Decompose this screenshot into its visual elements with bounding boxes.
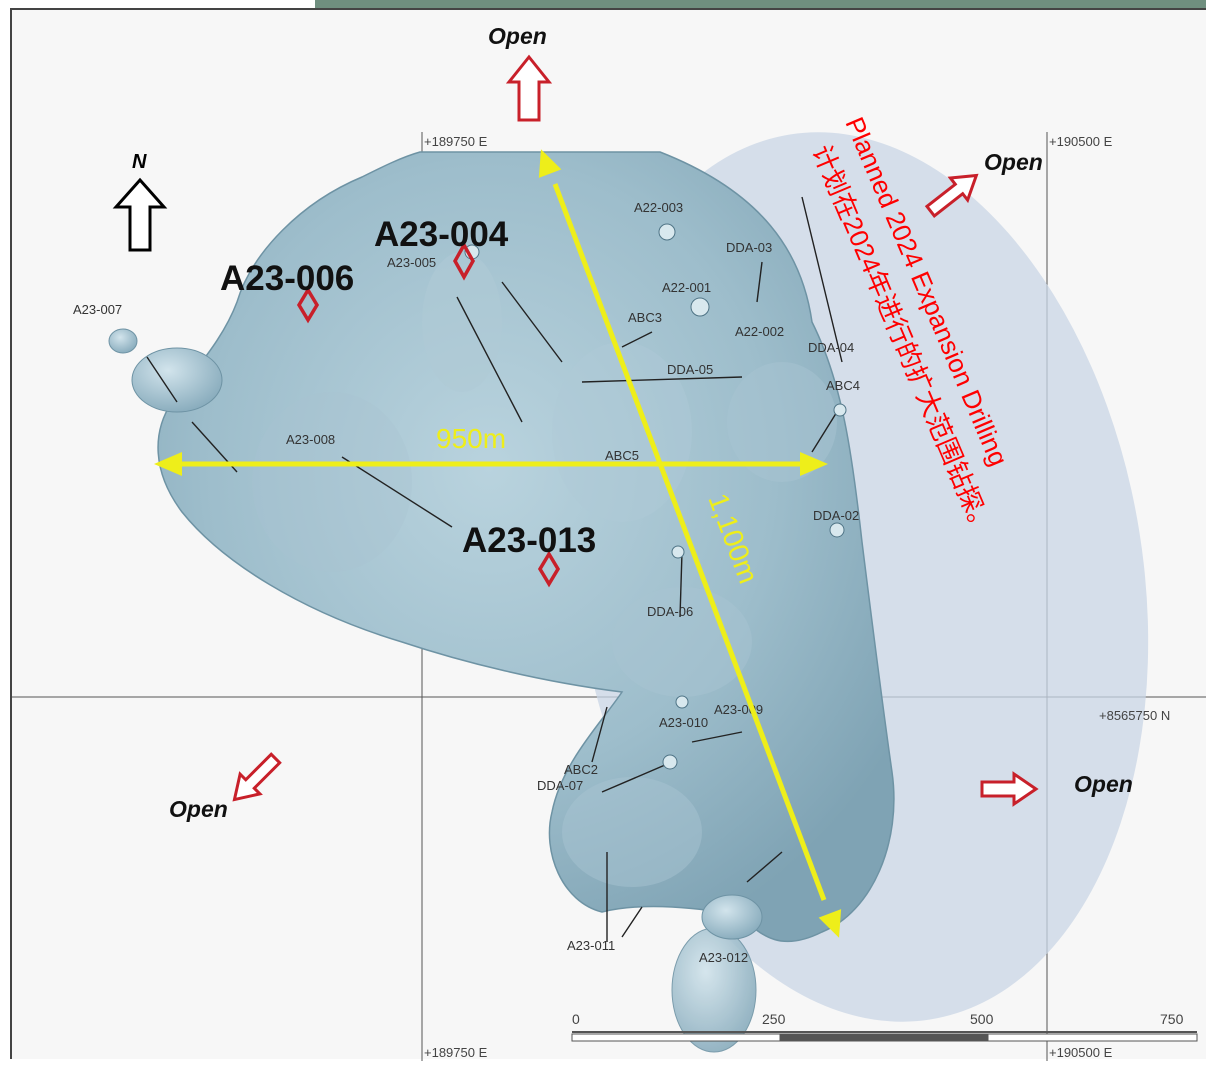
- hole-label-abc4: ABC4: [826, 378, 860, 393]
- open-label-right-top: Open: [984, 149, 1043, 175]
- width-arrowhead-left-icon: [154, 452, 182, 476]
- hole-label-a23-010: A23-010: [659, 715, 708, 730]
- diamond-a23-004-icon: [452, 241, 476, 281]
- hole-label-a22-001: A22-001: [662, 280, 711, 295]
- open-label-bottom-left: Open: [169, 796, 228, 822]
- diamond-a23-013-icon: [537, 550, 561, 588]
- hole-label-abc2: ABC2: [564, 762, 598, 777]
- label-a23-006: A23-006: [220, 259, 354, 298]
- map-svg: A23-007 A23-008 A23-005 A22-003 DDA-03 A…: [12, 23, 1206, 1061]
- coord-label-e-west-top: +189750 E: [424, 134, 488, 149]
- hole-label-dda-03: DDA-03: [726, 240, 772, 255]
- scale-label-500: 500: [970, 1011, 994, 1027]
- width-measure-label: 950m: [436, 423, 506, 454]
- label-a23-013: A23-013: [462, 521, 596, 560]
- label-a23-004: A23-004: [374, 215, 509, 254]
- scale-label-0: 0: [572, 1011, 580, 1027]
- open-arrow-bottom-left-icon: [232, 752, 282, 802]
- coordinate-labels: +189750 E +190500 E +189750 E +190500 E …: [424, 134, 1170, 1060]
- drillhole-labels: A23-007 A23-008 A23-005 A22-003 DDA-03 A…: [73, 200, 860, 965]
- diamond-a23-006-icon: [296, 286, 320, 324]
- hole-label-a23-007: A23-007: [73, 302, 122, 317]
- open-labels: Open Open Open Open: [169, 23, 1133, 822]
- width-arrowhead-right-icon: [800, 452, 828, 476]
- hole-label-dda-04: DDA-04: [808, 340, 854, 355]
- orebody-model: [108, 151, 895, 1053]
- measurement-arrows: [154, 149, 842, 938]
- hole-label-dda-06: DDA-06: [647, 604, 693, 619]
- open-arrow-top-icon: [505, 54, 553, 122]
- hole-label-dda-07: DDA-07: [537, 778, 583, 793]
- hole-label-a23-011: A23-011: [567, 938, 615, 953]
- hole-label-dda-02: DDA-02: [813, 508, 859, 523]
- highlighted-holes: A23-004 A23-006 A23-013: [220, 215, 596, 588]
- scale-label-250: 250: [762, 1011, 786, 1027]
- diagonal-measure-line: [552, 183, 827, 901]
- coord-label-e-west-bottom: +189750 E: [424, 1045, 488, 1060]
- coord-label-n-line: +8565750 N: [1099, 708, 1170, 723]
- coord-label-e-east-bottom: +190500 E: [1049, 1045, 1113, 1060]
- hole-label-abc5: ABC5: [605, 448, 639, 463]
- diagonal-arrowhead-bottom-icon: [818, 909, 842, 938]
- open-label-bottom-right: Open: [1074, 771, 1133, 797]
- hole-label-abc3: ABC3: [628, 310, 662, 325]
- hole-label-a23-012: A23-012: [699, 950, 748, 965]
- hole-label-a22-003: A22-003: [634, 200, 683, 215]
- open-arrow-right-icon: [980, 771, 1039, 807]
- open-arrow-top-right-icon: [924, 173, 979, 218]
- hole-label-a23-008: A23-008: [286, 432, 335, 447]
- hole-label-dda-05: DDA-05: [667, 362, 713, 377]
- coord-label-e-east-top: +190500 E: [1049, 134, 1113, 149]
- map-panel: A23-007 A23-008 A23-005 A22-003 DDA-03 A…: [10, 8, 1206, 1061]
- diagonal-arrowhead-top-icon: [538, 149, 562, 178]
- scale-bar: 0 250 500 750: [571, 1011, 1198, 1042]
- hole-label-a23-005: A23-005: [387, 255, 436, 270]
- open-label-top: Open: [488, 23, 547, 49]
- north-arrow: N: [112, 151, 168, 252]
- north-label: N: [132, 151, 147, 173]
- open-arrows: [232, 54, 1039, 807]
- north-arrow-icon: [112, 177, 168, 252]
- hole-label-a22-002: A22-002: [735, 324, 784, 339]
- scale-label-750: 750: [1160, 1011, 1184, 1027]
